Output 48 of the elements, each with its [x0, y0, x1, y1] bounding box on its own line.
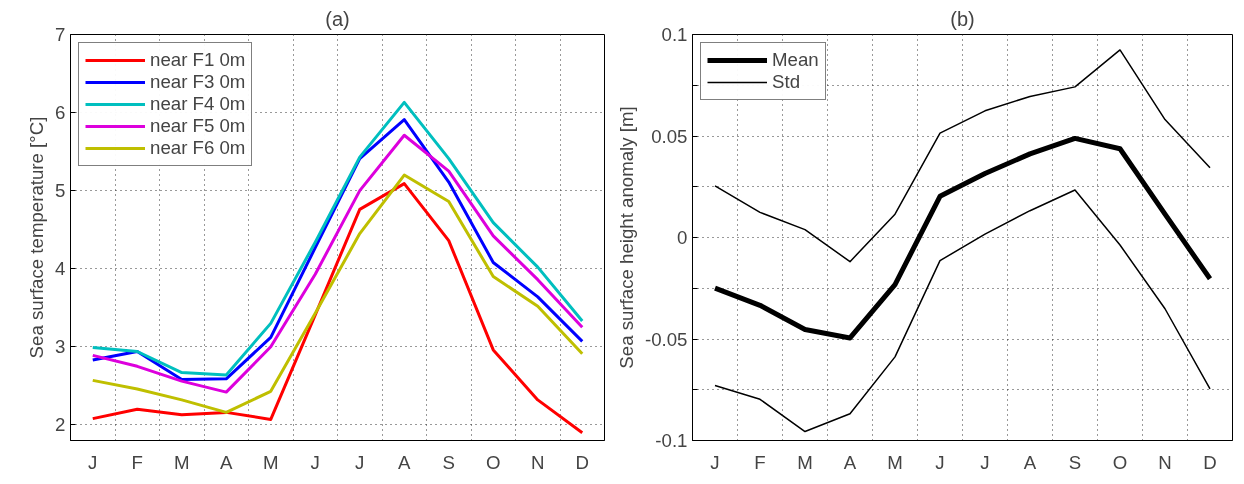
chart-title: (b) [950, 7, 975, 30]
legend-label: Std [772, 71, 801, 93]
y-tick-label: 0.1 [661, 24, 688, 45]
x-tick-label: A [220, 451, 234, 473]
y-axis-title: Sea surface temperature [°C] [26, 116, 48, 359]
x-tick-label: A [398, 451, 412, 473]
y-tick-label: 0 [677, 227, 688, 248]
x-tick-label: M [797, 451, 813, 473]
x-tick-label: N [1158, 451, 1172, 473]
x-tick-label: J [355, 451, 365, 473]
y-axis-title: Sea surface height anomaly [m] [615, 106, 637, 369]
y-tick-label: -0.05 [644, 328, 688, 350]
y-tick-label: -0.1 [655, 430, 688, 451]
y-tick-label: 3 [55, 336, 66, 358]
y-tick-label: 0.05 [651, 125, 688, 147]
x-tick-label: A [843, 451, 857, 473]
legend-label: near F4 0m [150, 93, 246, 115]
x-tick-label: J [710, 451, 720, 473]
x-tick-label: J [88, 451, 98, 473]
x-tick-label: M [887, 451, 903, 473]
line-series [714, 189, 1211, 433]
y-tick-label: 6 [55, 102, 66, 124]
x-tick-label: D [575, 451, 589, 473]
x-tick-label: A [1023, 451, 1037, 473]
x-tick-label: M [262, 451, 279, 473]
legend-label: Mean [772, 49, 819, 71]
y-tick-label: 7 [55, 24, 66, 45]
y-tick-label: 2 [55, 414, 66, 436]
y-tick-label: 5 [55, 180, 66, 202]
x-tick-label: S [442, 451, 455, 473]
x-tick-label: M [173, 451, 190, 473]
x-tick-label: S [1068, 451, 1082, 473]
chart-title: (a) [325, 7, 350, 30]
x-tick-label: D [1203, 451, 1217, 473]
x-tick-label: F [754, 451, 766, 473]
legend-label: near F3 0m [150, 71, 246, 93]
x-tick-label: O [1112, 451, 1128, 473]
legend-label: near F6 0m [150, 137, 246, 159]
legend-label: near F1 0m [150, 49, 246, 71]
x-tick-label: F [131, 451, 143, 473]
x-tick-label: J [935, 451, 945, 473]
x-tick-label: N [531, 451, 545, 473]
y-tick-label: 4 [55, 258, 66, 280]
x-tick-label: J [980, 451, 990, 473]
x-tick-label: O [485, 451, 501, 473]
line-series [714, 49, 1211, 263]
x-tick-label: J [310, 451, 320, 473]
legend-label: near F5 0m [150, 115, 246, 137]
